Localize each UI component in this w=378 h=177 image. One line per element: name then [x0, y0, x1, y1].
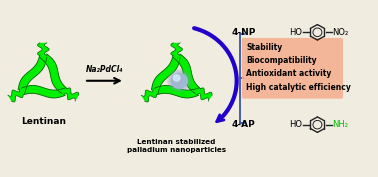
Text: NH₂: NH₂ — [332, 120, 348, 129]
Text: Biocompatibility: Biocompatibility — [246, 56, 317, 65]
Text: High catalytic efficiency: High catalytic efficiency — [246, 83, 351, 92]
Text: NO₂: NO₂ — [332, 28, 349, 37]
Polygon shape — [141, 89, 156, 102]
Text: Stability: Stability — [246, 42, 283, 52]
Text: Lentinan: Lentinan — [21, 117, 66, 126]
Polygon shape — [22, 85, 65, 98]
Text: Lentinan stabilized
palladium nanoparticles: Lentinan stabilized palladium nanopartic… — [127, 139, 226, 153]
FancyBboxPatch shape — [242, 38, 343, 99]
Text: Na₂PdCl₄: Na₂PdCl₄ — [85, 65, 123, 75]
Text: HO: HO — [290, 28, 303, 37]
Polygon shape — [152, 54, 180, 93]
Text: 4-NP: 4-NP — [231, 28, 256, 37]
Polygon shape — [18, 54, 46, 93]
Polygon shape — [197, 88, 212, 101]
Polygon shape — [40, 54, 68, 93]
Circle shape — [171, 73, 187, 88]
Polygon shape — [8, 89, 23, 102]
Text: 4-AP: 4-AP — [231, 120, 255, 129]
Text: HO: HO — [290, 120, 303, 129]
Circle shape — [169, 71, 190, 91]
Polygon shape — [155, 85, 198, 98]
Circle shape — [174, 75, 180, 81]
Text: Antioxidant activity: Antioxidant activity — [246, 69, 332, 78]
Circle shape — [167, 70, 191, 92]
Polygon shape — [174, 54, 202, 93]
Polygon shape — [64, 88, 79, 101]
Polygon shape — [37, 43, 49, 56]
Polygon shape — [171, 43, 183, 56]
